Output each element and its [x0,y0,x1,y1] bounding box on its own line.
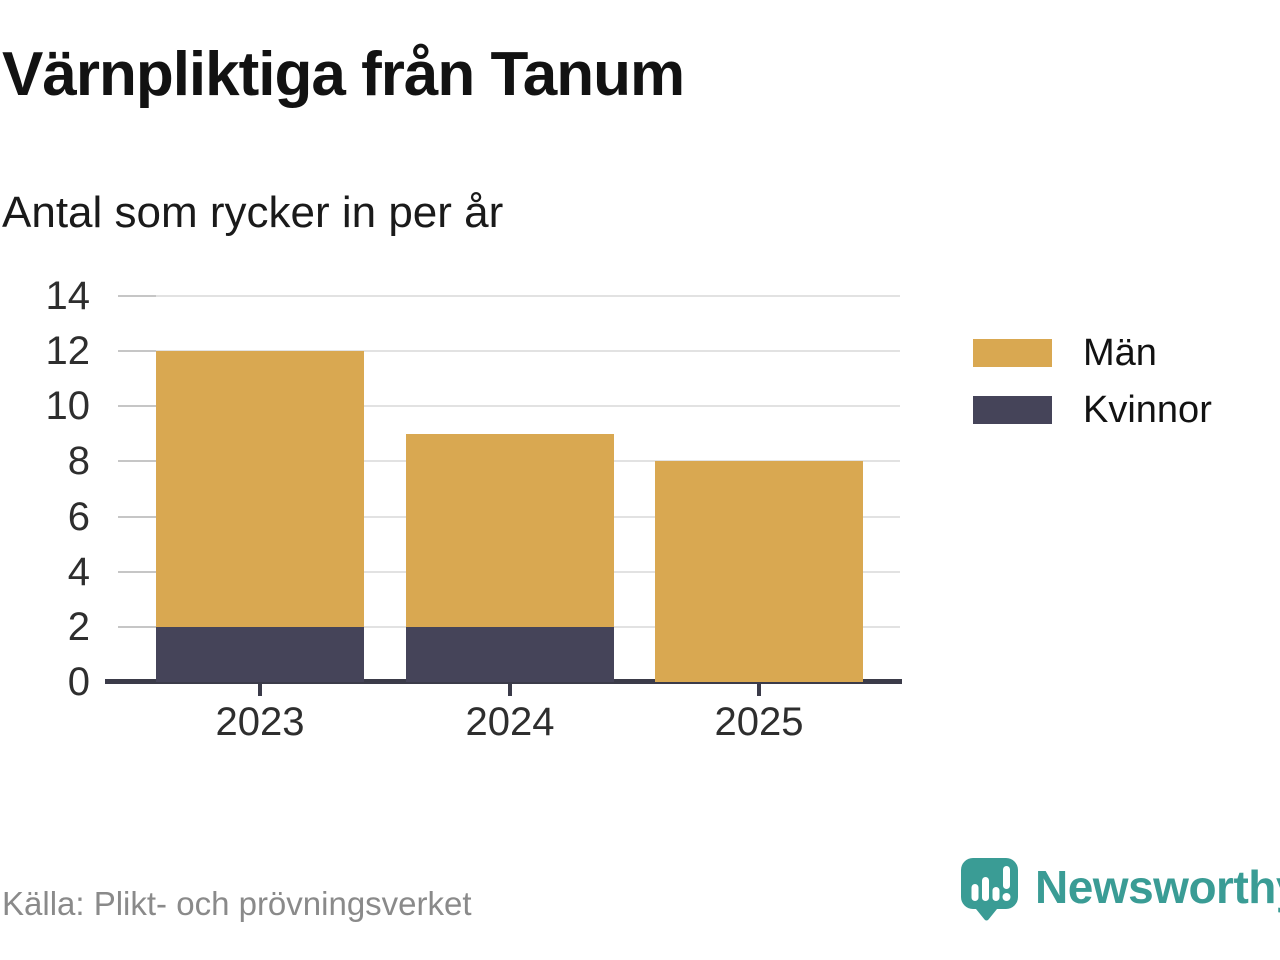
newsworthy-speech-bubble-chart-icon [961,858,1018,921]
y-tick-mark [118,460,156,463]
bar-2024-kvinnor [406,626,614,682]
y-tick-label-0: 0 [67,660,90,704]
legend-label-women: Kvinnor [1083,388,1212,431]
bar-2025-man [655,461,863,682]
y-axis-tick-labels: 0 2 4 6 8 10 12 14 [0,276,91,702]
legend-item-men: Män [973,334,1212,372]
y-tick-label-6: 6 [67,494,90,539]
y-tick-mark [118,625,156,628]
brand-logo: Newsworthy [961,858,1280,921]
x-tick-label-2023: 2023 [215,700,305,744]
bar-2023-kvinnor [156,626,364,682]
legend-swatch-women [973,395,1052,424]
bar-2024-man [406,433,614,627]
x-tick-label-2025: 2025 [714,700,804,744]
x-tick-mark-2025 [757,682,761,696]
y-tick-mark [118,350,156,353]
legend-item-women: Kvinnor [973,391,1212,429]
x-tick-label-2024: 2024 [465,700,555,744]
gridline-y-10 [118,405,900,408]
y-tick-label-4: 4 [67,549,90,594]
y-tick-label-2: 2 [67,604,90,649]
y-tick-label-14: 14 [45,274,91,318]
y-tick-mark [118,295,156,297]
legend-swatch-men [973,338,1052,367]
gridline-y-14 [118,295,900,297]
y-tick-label-8: 8 [67,439,90,484]
brand-name: Newsworthy [1035,861,1280,913]
chart-subtitle: Antal som rycker in per år [2,188,504,237]
chart-title: Värnpliktiga från Tanum [2,40,685,109]
legend-label-men: Män [1083,331,1157,374]
y-tick-label-10: 10 [45,384,91,429]
legend: Män Kvinnor [973,334,1212,452]
y-tick-mark [118,570,156,573]
y-tick-mark [118,405,156,408]
x-tick-mark-2023 [258,682,262,696]
plot-area: 2023 2024 2025 [105,295,902,742]
y-tick-label-12: 12 [45,329,91,374]
x-tick-mark-2024 [508,682,512,696]
bar-2023-man [156,351,364,627]
source-note: Källa: Plikt- och prövningsverket [2,885,472,922]
gridline-y-12 [118,350,900,353]
y-tick-mark [118,515,156,518]
